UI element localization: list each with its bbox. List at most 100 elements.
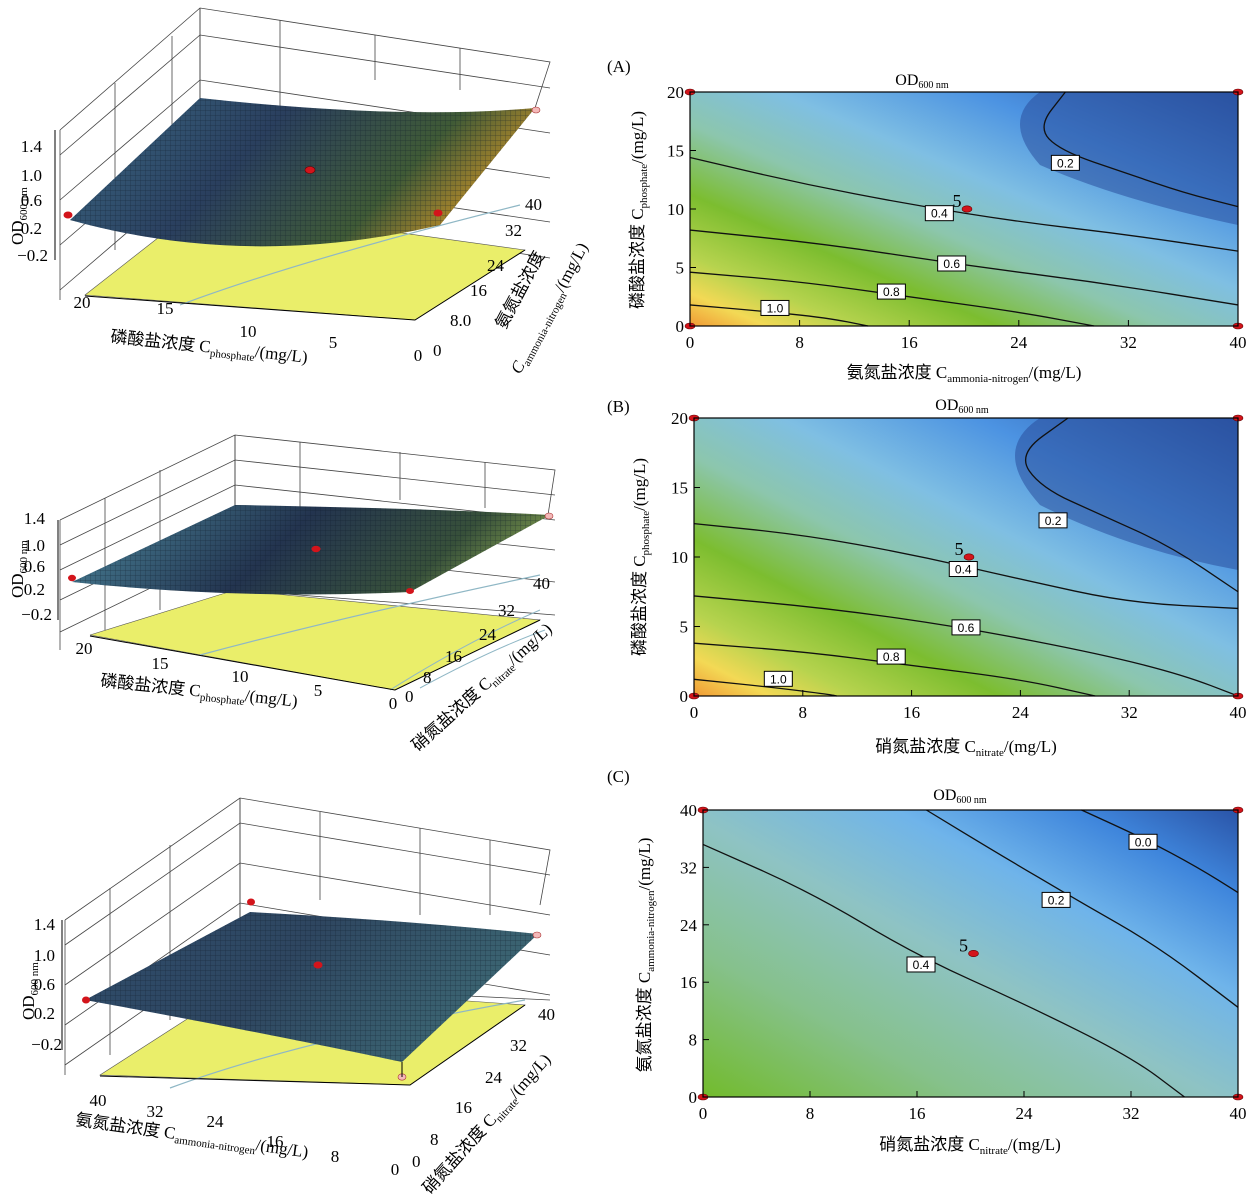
x-tick-label: 16 [901,333,918,352]
center-point [961,205,973,213]
contour-plot-c: (C) OD600 nm 0.4 0.2 0.0 5 0 8 16 24 32 40 0 8 16 24… [607,767,1247,1157]
x-tick-label: 0 [414,346,423,365]
design-point [311,545,321,553]
contour-label-box [1038,512,1068,529]
x-tick-label: 16 [903,703,920,722]
contour-label: 0.6 [943,257,960,271]
surface-plot-3: 1.4 1.0 0.6 0.2 −0.2 OD600 nm 40 32 24 1… [19,797,555,1198]
contour-label: 0.2 [1057,156,1074,170]
design-point [63,211,73,219]
x-tick-label: 0 [686,333,695,352]
contour-line-1.0 [693,678,837,697]
x-tick-label: 8 [331,1147,340,1166]
y-axis-label: 磷酸盐浓度 Cphosphate/(mg/L) [628,111,650,309]
x-tick-label: 8 [795,333,804,352]
panel-label: (A) [607,57,631,76]
x-tick-label: 0 [690,703,699,722]
x-tick-label: 8 [799,703,808,722]
contour-label: 0.4 [955,563,972,577]
axis-lines [61,920,526,1086]
x-tick-label: 8 [806,1104,815,1123]
y-axis-label: 氨氮盐浓度 Cammonia-nitrogen/(mg/L) [635,838,657,1073]
x-ticks: 20 15 10 5 0 [74,293,423,365]
z-ticks: 1.4 1.0 0.6 0.2 −0.2 [21,509,52,624]
contour-label-box [906,956,936,973]
contour-label: 0.4 [913,958,930,972]
y-tick-label: 32 [680,858,697,877]
y-tick-label: 0 [405,687,414,706]
z-tick-label: 0.2 [24,580,45,599]
z-tick-label: 1.0 [24,536,45,555]
contour-label-box [763,670,793,687]
z-tick-label: 0.6 [24,557,45,576]
x-tick-label: 40 [1230,333,1247,352]
z-tick-label: 0.2 [21,219,42,238]
center-point-label: 5 [955,539,964,559]
contour-label-box [951,619,981,636]
x-tick-label: 5 [314,681,323,700]
design-point [82,996,90,1004]
y-tick-label: 16 [470,281,487,300]
x-tick-label: 40 [1230,703,1247,722]
contour-label: 0.6 [958,621,975,635]
y-tick-label: 15 [667,142,684,161]
x-tick-label: 40 [1230,1104,1247,1123]
contour-line-0.2 [1025,417,1239,593]
x-ticks: 20 15 10 5 0 [76,639,398,713]
center-point [968,949,979,957]
contour-label-box [948,561,978,578]
design-point [544,512,554,520]
plot-frame [702,809,1239,1098]
contour-label: 0.0 [1135,835,1152,849]
z-tick-label: 0.6 [21,191,42,210]
contour-label: 0.2 [1048,893,1065,907]
y-axis-label: 磷酸盐浓度 Cphosphate/(mg/L) [630,458,652,656]
design-point [304,166,316,174]
x-tick-label: 16 [909,1104,926,1123]
y-tick-label: 40 [538,1005,555,1024]
surface-plot-1: 1.4 1.0 0.6 0.2 −0.2 OD600 nm 20 15 10 5… [8,7,592,377]
contour-label-box [876,648,906,665]
y-ticks: 0 8.0 16 24 32 40 [433,195,542,360]
x-axis-label: 硝氮盐浓度 Cnitrate/(mg/L) [875,737,1057,759]
y-tick-label: 40 [680,801,697,820]
contour-label: 0.8 [883,650,900,664]
contour-label-box [1050,154,1080,171]
base-contour-line [199,574,541,656]
design-point [532,931,542,939]
center-point-label: 5 [953,191,962,211]
x-axis-label: 磷酸盐浓度 Cphosphate/(mg/L) [109,327,308,370]
y-tick-label: 0 [676,317,685,336]
z-tick-label: 1.4 [21,137,43,156]
z-tick-label: 1.4 [24,509,46,528]
x-tick-label: 40 [90,1091,107,1110]
center-point-label: 5 [959,936,968,956]
contour-label: 0.8 [883,285,900,299]
x-tick-label: 24 [1010,333,1028,352]
y-tick-label: 10 [671,548,688,567]
y-tick-label: 16 [680,973,697,992]
contour-label-box [1128,833,1158,850]
contour-label-box [924,205,954,222]
x-tick-label: 32 [147,1102,164,1121]
contour-line-0.8 [689,271,1095,327]
surface-plot-2: 1.4 1.0 0.6 0.2 −0.2 OD600 nm 20 15 10 5… [8,434,556,755]
y-tick-label: 8 [689,1031,698,1050]
x-tick-label: 10 [240,322,257,341]
x-tick-label: 20 [76,639,93,658]
x-tick-label: 32 [1120,333,1137,352]
x-tick-label: 5 [329,333,338,352]
contour-lines: 1.0 0.8 0.6 0.4 0.2 5 [688,414,1244,700]
z-ticks: 1.4 1.0 0.6 0.2 −0.2 [31,915,62,1054]
y-tick-label: 40 [525,195,542,214]
y-tick-label: 5 [676,259,685,278]
z-tick-label: 1.0 [21,166,42,185]
contour-line-0.6 [689,229,1239,306]
x-axis-label: 氨氮盐浓度 Cammonia-nitrogen/(mg/L) [847,363,1082,385]
y-tick-label: 20 [671,409,688,428]
contour-line-0.2 [1043,91,1239,208]
z-tick-label: −0.2 [21,605,52,624]
contour-line-0.8 [693,642,1096,697]
axis-lines [54,130,526,321]
